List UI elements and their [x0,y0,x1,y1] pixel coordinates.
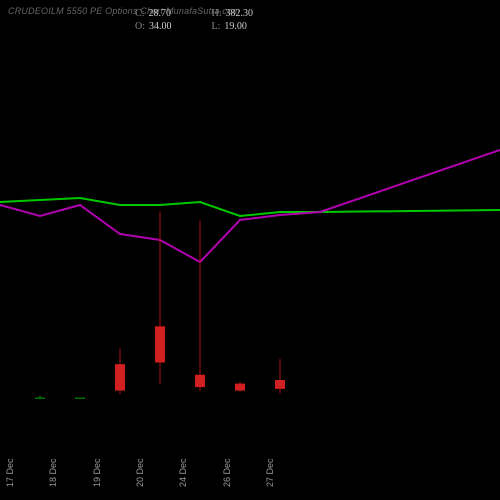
x-axis-tick-label: 18 Dec [48,477,98,487]
chart-svg [0,30,500,460]
ohlc-c: C: 28.70 [135,8,172,19]
h-label: H: [212,8,222,19]
x-axis-tick-label: 24 Dec [178,477,228,487]
x-axis-tick-label: 27 Dec [265,477,315,487]
x-axis-labels: 17 Dec18 Dec19 Dec20 Dec24 Dec26 Dec27 D… [25,442,295,492]
c-value: 28.70 [148,8,171,19]
ohlc-readout: C:28.70 H:382.30 O:34.00 L:19.00 [135,8,253,32]
chart-plot-area [0,30,500,460]
h-value: 382.30 [226,8,254,19]
ohlc-h: H: 382.30 [212,8,254,19]
c-label: C: [135,8,144,19]
